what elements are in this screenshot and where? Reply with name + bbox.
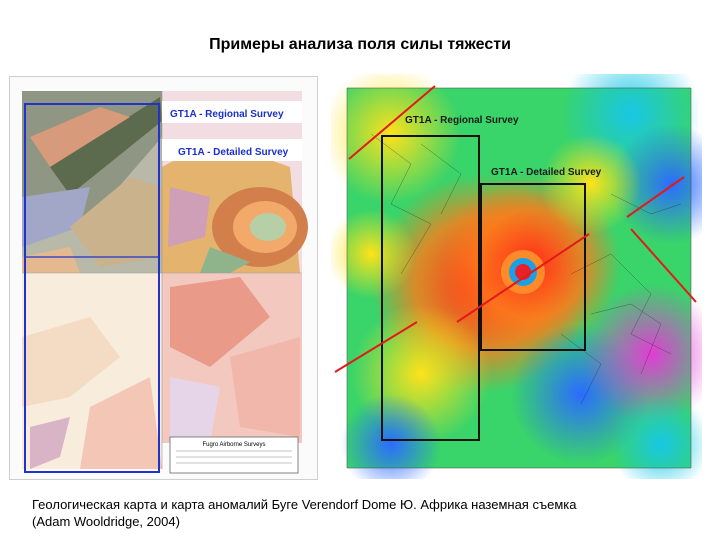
grav-label-regional: GT1A - Regional Survey (405, 115, 519, 126)
geo-label-regional: GT1A - Regional Survey (170, 109, 284, 120)
slide-title: Примеры анализа поля силы тяжести (209, 36, 511, 53)
legend-title: Fugro Airborne Surveys (202, 442, 265, 448)
grav-label-detailed: GT1A - Detailed Survey (491, 167, 602, 178)
geology-map: Fugro Airborne Surveys GT1A - Regional S… (9, 76, 318, 480)
caption: Геологическая карта и карта аномалий Буг… (32, 496, 682, 530)
gravity-map-graphic: GT1A - Regional Survey GT1A - Detailed S… (331, 74, 702, 479)
gravity-anomaly-map: GT1A - Regional Survey GT1A - Detailed S… (331, 74, 702, 479)
caption-line-1: Геологическая карта и карта аномалий Буг… (32, 497, 577, 512)
caption-line-2: (Adam Wooldridge, 2004) (32, 514, 180, 529)
geology-map-graphic: Fugro Airborne Surveys GT1A - Regional S… (10, 77, 317, 479)
geo-label-detailed: GT1A - Detailed Survey (178, 147, 289, 158)
